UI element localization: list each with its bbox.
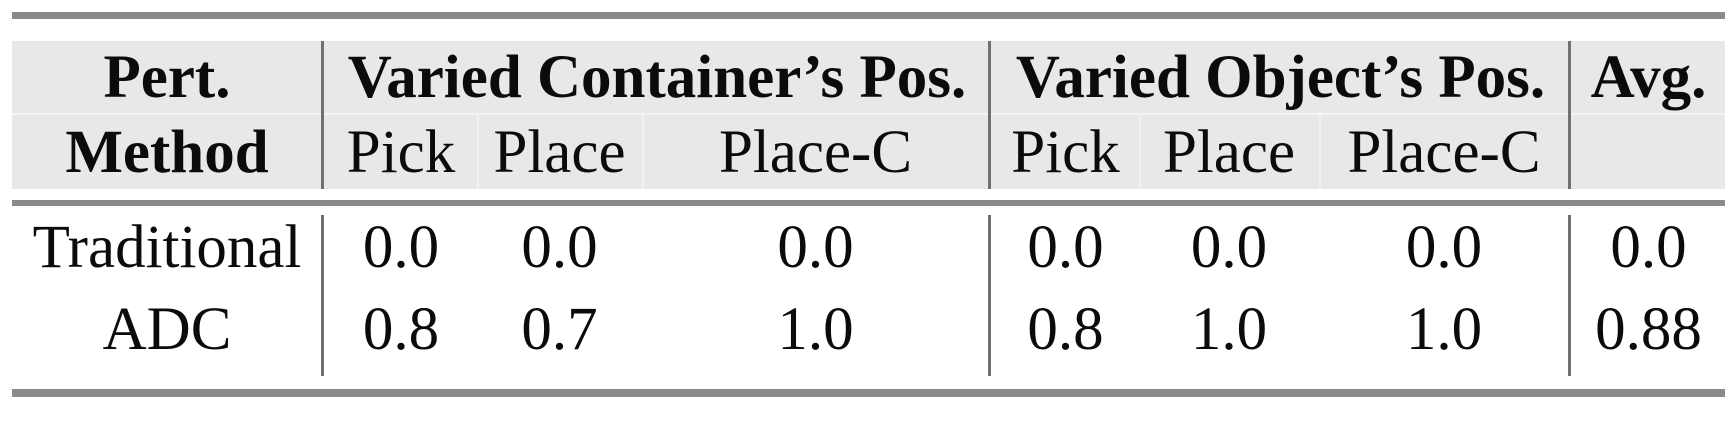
value-g2-place-c: 1.0 (1405, 295, 1483, 363)
header-vertical-divider-2 (988, 41, 991, 189)
value-avg: 0.88 (1595, 295, 1702, 363)
header-group-row: Pert. Varied Container’s Pos. Varied Obj… (12, 41, 1725, 113)
row-method-label: ADC (102, 295, 232, 363)
table-header: Pert. Varied Container’s Pos. Varied Obj… (12, 41, 1725, 189)
header-row-separator (12, 113, 1725, 115)
subcolumn-shade-boundary (1139, 115, 1141, 189)
value-g1-place-c: 0.0 (777, 213, 854, 281)
header-g2-pick: Pick (1011, 118, 1120, 186)
table-body: Traditional 0.0 0.0 0.0 0.0 0.0 0.0 0.0 … (12, 206, 1725, 389)
header-subcolumn-row: Method Pick Place Place-C Pick Place Pla… (12, 115, 1725, 189)
value-g1-pick: 0.0 (362, 213, 440, 281)
value-avg: 0.0 (1610, 213, 1687, 281)
table-top-rule (12, 12, 1725, 19)
header-avg: Avg. (1590, 43, 1707, 111)
subcolumn-shade-boundary (642, 115, 644, 189)
header-vertical-divider-1 (321, 41, 324, 189)
value-g2-pick: 0.8 (1027, 295, 1104, 363)
value-g1-place: 0.7 (521, 295, 598, 363)
body-vertical-divider-2 (988, 215, 991, 376)
value-g1-pick: 0.8 (362, 295, 440, 363)
table-row-traditional: Traditional 0.0 0.0 0.0 0.0 0.0 0.0 0.0 (12, 206, 1725, 288)
subcolumn-shade-boundary (477, 115, 479, 189)
value-g2-place: 0.0 (1190, 213, 1268, 281)
header-g1-pick: Pick (346, 118, 456, 186)
header-group-object-pos: Varied Object’s Pos. (1015, 43, 1546, 111)
subcolumn-shade-boundary (1319, 115, 1321, 189)
table-bottom-rule (12, 389, 1725, 397)
row-method-label: Traditional (32, 213, 302, 281)
value-g2-place: 1.0 (1190, 295, 1268, 363)
header-g2-place: Place (1162, 118, 1296, 186)
header-method: Method (65, 118, 269, 186)
value-g2-place-c: 0.0 (1405, 213, 1483, 281)
header-vertical-divider-3 (1568, 41, 1571, 189)
body-vertical-divider-3 (1568, 215, 1571, 376)
header-group-container-pos: Varied Container’s Pos. (347, 43, 967, 111)
header-g1-place-c: Place-C (718, 118, 913, 186)
value-g2-pick: 0.0 (1027, 213, 1104, 281)
header-g2-place-c: Place-C (1347, 118, 1541, 186)
body-vertical-divider-1 (321, 215, 324, 376)
table-row-adc: ADC 0.8 0.7 1.0 0.8 1.0 1.0 0.88 (12, 288, 1725, 370)
header-pert: Pert. (103, 43, 231, 111)
table-mid-rule (12, 200, 1725, 206)
value-g1-place-c: 1.0 (777, 295, 854, 363)
header-g1-place: Place (493, 118, 626, 186)
value-g1-place: 0.0 (521, 213, 598, 281)
